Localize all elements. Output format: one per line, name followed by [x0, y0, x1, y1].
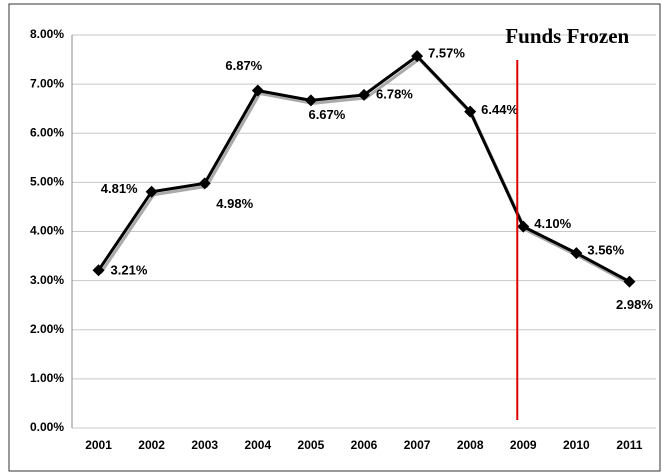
y-tick-label: 7.00% [30, 76, 64, 90]
data-label: 6.87% [225, 58, 262, 73]
marker [251, 84, 264, 97]
x-tick-label: 2003 [191, 438, 218, 452]
x-tick-label: 2009 [510, 438, 537, 452]
data-label: 7.57% [428, 46, 465, 61]
data-label: 3.21% [111, 263, 148, 278]
y-tick-label: 0.00% [30, 420, 64, 434]
data-label: 6.44% [481, 102, 518, 117]
marker [304, 94, 317, 107]
x-tick-label: 2011 [616, 438, 642, 452]
marker [358, 88, 370, 101]
data-label: 2.98% [616, 297, 653, 312]
x-tick-label: 2008 [457, 438, 484, 452]
data-label: 4.81% [101, 181, 138, 196]
x-tick-label: 2006 [351, 438, 378, 452]
marker [92, 264, 105, 277]
marker [517, 220, 530, 233]
x-tick-label: 2005 [298, 438, 325, 452]
x-tick-label: 2002 [138, 438, 165, 452]
x-tick-label: 2001 [85, 438, 112, 452]
x-tick-label: 2004 [244, 438, 271, 452]
chart-border [8, 3, 661, 472]
data-label: 6.67% [308, 107, 345, 122]
data-label: 6.78% [376, 86, 413, 101]
x-tick-label: 2010 [563, 438, 590, 452]
marker [198, 177, 211, 190]
data-label: 4.98% [216, 196, 253, 211]
y-tick-label: 5.00% [30, 175, 64, 189]
data-label: 3.56% [587, 243, 624, 258]
y-tick-label: 6.00% [30, 125, 64, 139]
marker [623, 275, 636, 288]
x-tick-label: 2007 [404, 438, 431, 452]
y-tick-label: 4.00% [30, 224, 64, 238]
marker [411, 50, 424, 63]
data-label: 4.10% [534, 216, 571, 231]
y-tick-label: 3.00% [30, 273, 64, 287]
y-tick-label: 2.00% [30, 322, 64, 336]
annotation: Funds Frozen [505, 24, 629, 48]
marker [145, 185, 158, 198]
y-tick-label: 8.00% [30, 27, 64, 41]
marker [570, 247, 583, 260]
marker [464, 105, 477, 118]
y-tick-label: 1.00% [30, 371, 64, 385]
